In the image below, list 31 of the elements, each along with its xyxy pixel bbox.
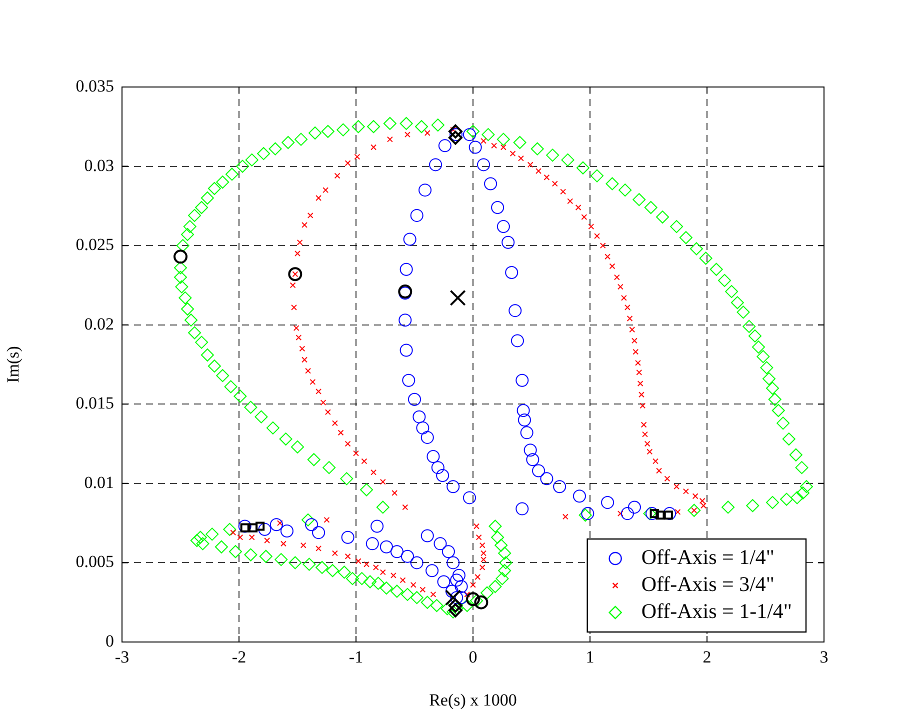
- point: [656, 510, 665, 520]
- point: [448, 598, 462, 613]
- point: [248, 523, 258, 532]
- y-tick-label: 0.01: [84, 472, 114, 492]
- point: [466, 592, 480, 606]
- point: [445, 590, 462, 606]
- legend-label: Off-Axis = 3/4": [641, 572, 775, 596]
- x-tick-label: 2: [702, 648, 712, 667]
- x-axis-title: Re(s) x 1000: [429, 690, 517, 710]
- legend-label: Off-Axis = 1-1/4": [641, 599, 792, 624]
- x-tick-label: 0: [468, 648, 478, 667]
- y-tick-label: 0.03: [84, 156, 114, 175]
- x-tick-label: -1: [348, 648, 364, 667]
- y-tick-label: 0.015: [76, 394, 114, 413]
- point: [474, 595, 488, 610]
- y-tick-label: 0.035: [76, 76, 114, 96]
- y-tick-label: 0.02: [84, 314, 114, 334]
- y-tick-label: 0.005: [76, 552, 114, 572]
- point: [174, 250, 188, 264]
- x-tick-label: 3: [820, 648, 828, 667]
- y-tick-label: 0.025: [76, 235, 114, 254]
- point: [450, 290, 466, 306]
- point: [288, 267, 302, 282]
- point: [448, 130, 462, 145]
- legend-label: Off-Axis = 1/4": [641, 545, 775, 570]
- y-tick-label: 0: [106, 631, 114, 650]
- x-tick-label: -2: [232, 648, 246, 667]
- point: [448, 124, 462, 138]
- x-tick-label: 1: [586, 648, 594, 667]
- x-tick-label: -3: [114, 648, 130, 667]
- y-axis-title: Im(s): [4, 346, 23, 383]
